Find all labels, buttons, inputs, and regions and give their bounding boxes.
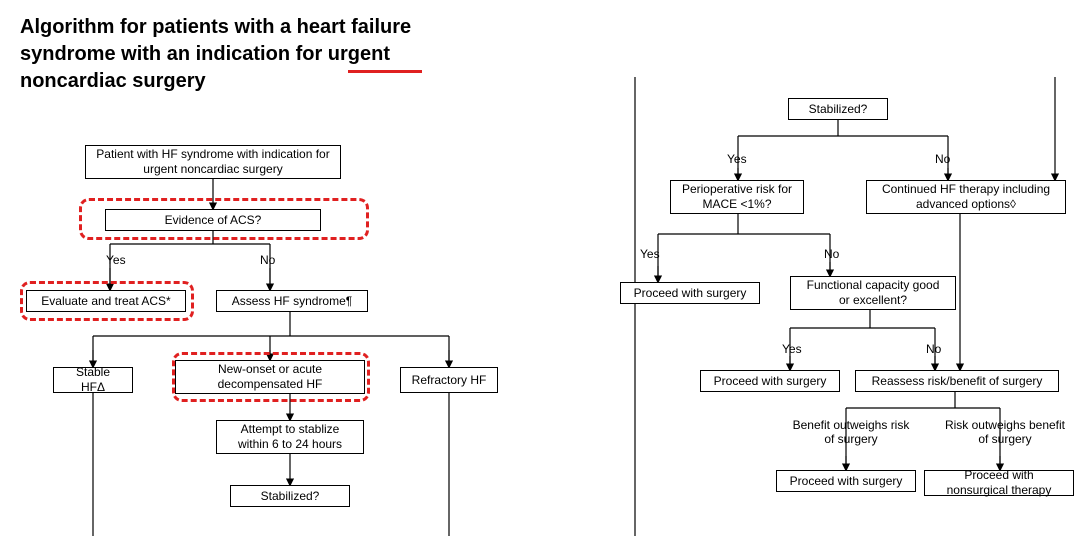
flow-node: Proceed with surgery <box>700 370 840 392</box>
flow-node: Patient with HF syndrome with indication… <box>85 145 341 179</box>
flow-node: Stable HFΔ <box>53 367 133 393</box>
flow-node: Reassess risk/benefit of surgery <box>855 370 1059 392</box>
flow-node: Continued HF therapy including advanced … <box>866 180 1066 214</box>
title-underline <box>348 70 422 73</box>
flow-node: Perioperative risk for MACE <1%? <box>670 180 804 214</box>
flow-node: Attempt to stablize within 6 to 24 hours <box>216 420 364 454</box>
edge-label: Yes <box>640 247 670 263</box>
edge-label: No <box>824 247 848 263</box>
flow-node: Stabilized? <box>230 485 350 507</box>
flow-node: Stabilized? <box>788 98 888 120</box>
edge-label: Yes <box>106 253 136 269</box>
edge-label: No <box>260 253 284 269</box>
edge-label: No <box>935 152 959 168</box>
flow-node: Refractory HF <box>400 367 498 393</box>
flow-node: Assess HF syndrome¶ <box>216 290 368 312</box>
flow-node: Proceed with surgery <box>776 470 916 492</box>
flow-node: Proceed with surgery <box>620 282 760 304</box>
edge-label: Risk outweighs benefit of surgery <box>940 418 1070 448</box>
edge-label: Benefit outweighs risk of surgery <box>786 418 916 448</box>
flow-node: New-onset or acute decompensated HF <box>175 360 365 394</box>
flow-node: Evidence of ACS? <box>105 209 321 231</box>
flow-node: Evaluate and treat ACS* <box>26 290 186 312</box>
edge-label: Yes <box>727 152 757 168</box>
flow-node: Proceed with nonsurgical therapy <box>924 470 1074 496</box>
page-title: Algorithm for patients with a heart fail… <box>20 14 460 95</box>
flow-node: Functional capacity good or excellent? <box>790 276 956 310</box>
edge-label: No <box>926 342 950 358</box>
edge-label: Yes <box>782 342 812 358</box>
